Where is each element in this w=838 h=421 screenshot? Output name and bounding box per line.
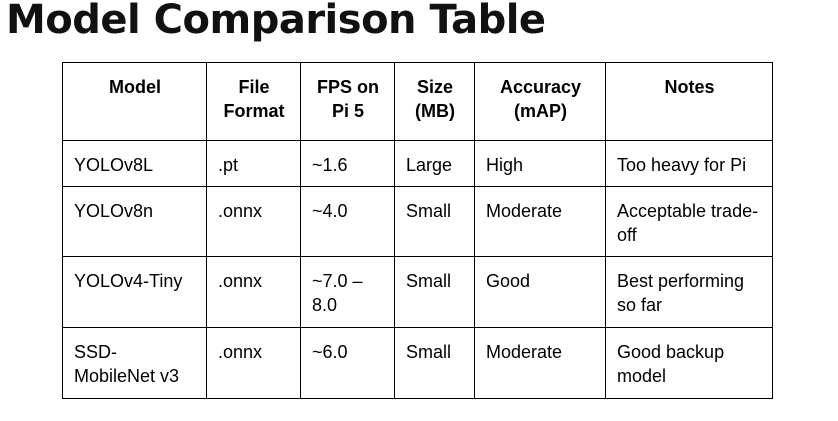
- page-title: Model Comparison Table: [6, 0, 546, 43]
- table-row: YOLOv8L .pt ~1.6 Large High Too heavy fo…: [62, 140, 773, 187]
- cell-notes: Good backup model: [605, 327, 773, 399]
- column-header-model: Model: [62, 62, 207, 141]
- cell-notes: Acceptable trade-off: [605, 186, 773, 257]
- cell-file-format: .onnx: [206, 327, 301, 399]
- column-header-accuracy: Accuracy (mAP): [474, 62, 606, 141]
- cell-accuracy: High: [474, 140, 606, 187]
- cell-fps: ~1.6: [300, 140, 395, 187]
- cell-size: Small: [394, 327, 475, 399]
- cell-model: YOLOv4-Tiny: [62, 256, 207, 328]
- cell-notes: Best performing so far: [605, 256, 773, 328]
- cell-accuracy: Moderate: [474, 186, 606, 257]
- cell-accuracy: Good: [474, 256, 606, 328]
- column-header-notes: Notes: [605, 62, 773, 141]
- cell-file-format: .onnx: [206, 256, 301, 328]
- cell-model: YOLOv8n: [62, 186, 207, 257]
- cell-fps: ~7.0 – 8.0: [300, 256, 395, 328]
- cell-fps: ~6.0: [300, 327, 395, 399]
- cell-size: Large: [394, 140, 475, 187]
- table-row: YOLOv4-Tiny .onnx ~7.0 – 8.0 Small Good …: [62, 256, 773, 328]
- table-row: YOLOv8n .onnx ~4.0 Small Moderate Accept…: [62, 186, 773, 257]
- cell-file-format: .pt: [206, 140, 301, 187]
- cell-model: SSD-MobileNet v3: [62, 327, 207, 399]
- cell-size: Small: [394, 256, 475, 328]
- model-comparison-table: Model File Format FPS on Pi 5 Size (MB) …: [62, 62, 773, 399]
- cell-model: YOLOv8L: [62, 140, 207, 187]
- cell-size: Small: [394, 186, 475, 257]
- cell-fps: ~4.0: [300, 186, 395, 257]
- cell-file-format: .onnx: [206, 186, 301, 257]
- table-header-row: Model File Format FPS on Pi 5 Size (MB) …: [62, 62, 773, 141]
- column-header-file-format: File Format: [206, 62, 301, 141]
- cell-accuracy: Moderate: [474, 327, 606, 399]
- cell-notes: Too heavy for Pi: [605, 140, 773, 187]
- column-header-size: Size (MB): [394, 62, 475, 141]
- column-header-fps: FPS on Pi 5: [300, 62, 395, 141]
- table-row: SSD-MobileNet v3 .onnx ~6.0 Small Modera…: [62, 327, 773, 399]
